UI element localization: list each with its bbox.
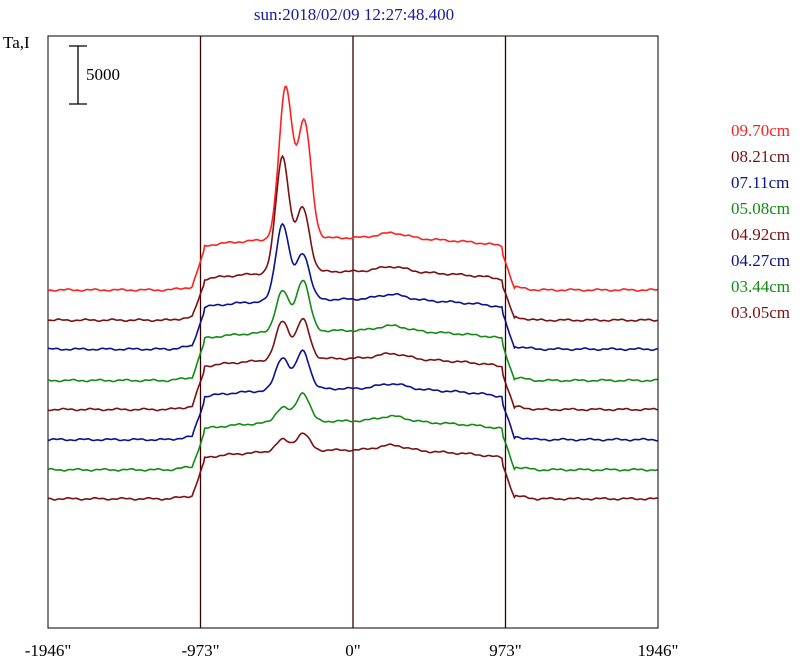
x-tick-label-4: 1946": [638, 641, 679, 660]
legend-entry-05-08cm: 05.08cm: [731, 199, 790, 218]
legend-entry-09-70cm: 09.70cm: [731, 121, 790, 140]
legend-entry-03-44cm: 03.44cm: [731, 277, 790, 296]
reference-lines: [199, 36, 507, 628]
legend-entry-04-27cm: 04.27cm: [731, 251, 790, 270]
legend-entry-07-11cm: 07.11cm: [731, 173, 789, 192]
legend-entry-04-92cm: 04.92cm: [731, 225, 790, 244]
series-line-03-05cm: [47, 432, 658, 501]
scale-bar: 5000: [69, 45, 120, 105]
series-line-04-92cm: [47, 317, 658, 412]
x-tick-label-1: -973": [181, 641, 219, 660]
series-line-07-11cm: [48, 222, 658, 352]
x-tick-label-2: 0": [345, 641, 360, 660]
series-group: [47, 85, 658, 501]
series-line-08-21cm: [47, 154, 658, 323]
series-line-05-08cm: [47, 279, 658, 383]
series-line-09-70cm: [47, 85, 658, 292]
scale-bar-label: 5000: [86, 65, 120, 84]
legend: 09.70cm 08.21cm 07.11cm 05.08cm 04.92cm 04.27…: [731, 121, 790, 322]
x-tick-labels: -1946" -973" 0" 973" 1946": [25, 641, 679, 660]
x-tick-label-0: -1946": [25, 641, 72, 660]
legend-entry-03-05cm: 03.05cm: [731, 303, 790, 322]
chart-title: sun:2018/02/09 12:27:48.400: [254, 5, 454, 24]
y-axis-label: Ta,I: [3, 33, 30, 52]
legend-entry-08-21cm: 08.21cm: [731, 147, 790, 166]
series-line-03-44cm: [47, 392, 658, 472]
series-line-04-27cm: [47, 349, 658, 442]
x-tick-label-3: 973": [489, 641, 521, 660]
